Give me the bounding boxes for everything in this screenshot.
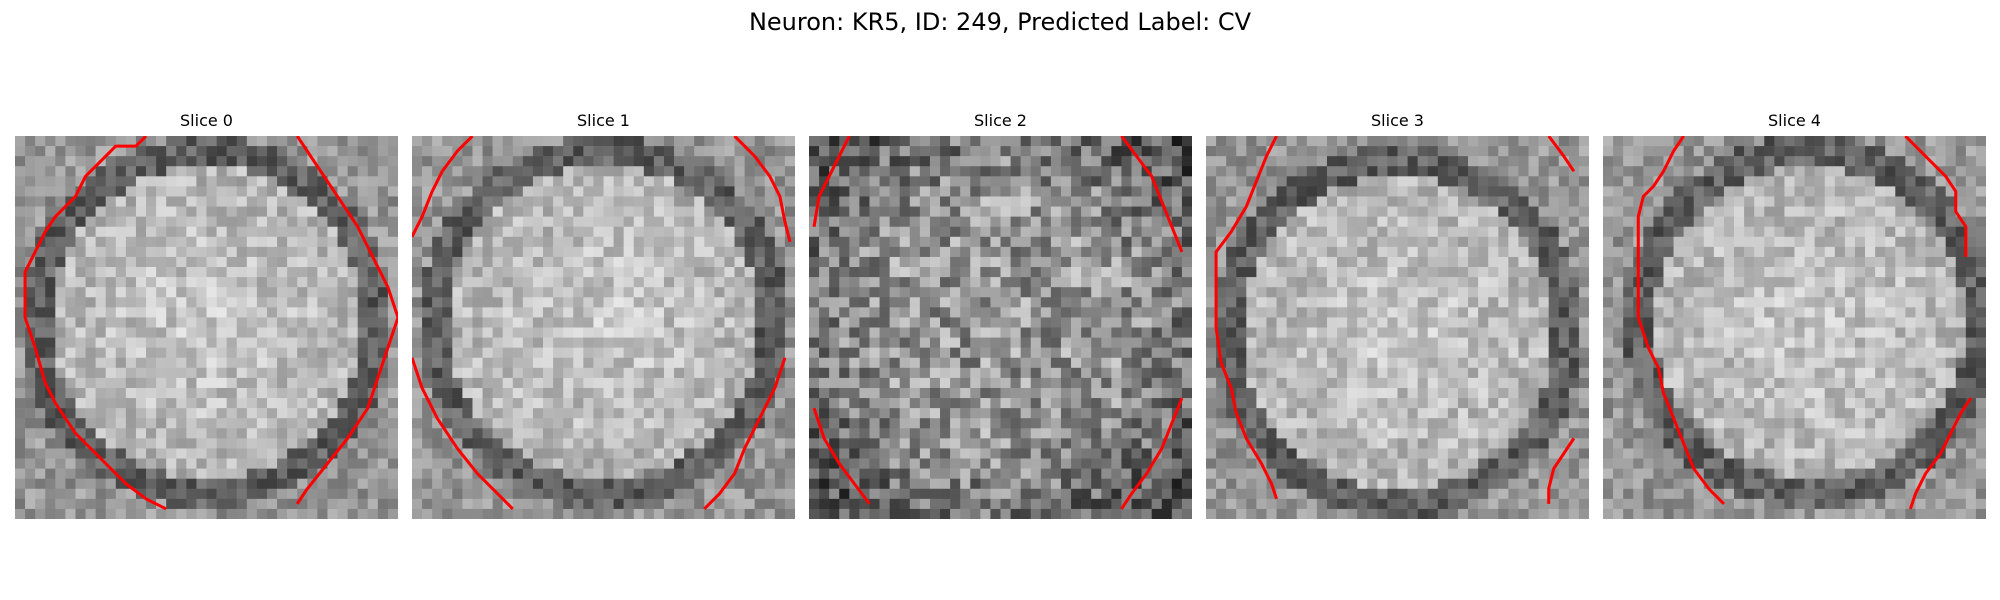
slice-panel-4: Slice 4	[1603, 108, 1986, 519]
contour-line-1	[1904, 136, 1968, 257]
slice-image-0	[15, 136, 398, 519]
slice-panel-2: Slice 2	[809, 108, 1192, 519]
contour-line-1	[1547, 136, 1576, 173]
contour-line-2	[1120, 136, 1184, 253]
contour-line-3	[703, 357, 787, 510]
contour-line-2	[733, 136, 792, 243]
contour-line-2	[1547, 437, 1576, 504]
slice-title: Slice 3	[1371, 111, 1424, 130]
slice-title: Slice 1	[577, 111, 630, 130]
slice-panel-1: Slice 1	[412, 108, 795, 519]
contour-line-3	[1120, 397, 1184, 510]
figure-title: Neuron: KR5, ID: 249, Predicted Label: C…	[748, 8, 1252, 36]
contour-line-0	[1214, 136, 1278, 500]
contour-line-0	[1636, 136, 1726, 505]
contour-line-0	[412, 136, 474, 238]
slice-image-2	[809, 136, 1192, 519]
slice-title: Slice 2	[974, 111, 1027, 130]
slice-panel-0: Slice 0	[15, 108, 398, 519]
contour-line-0	[812, 136, 851, 227]
contour-line-0	[23, 136, 167, 511]
slice-image-4	[1603, 136, 1986, 519]
contour-line-1	[295, 136, 398, 505]
slice-title: Slice 4	[1768, 111, 1821, 130]
slice-image-1	[412, 136, 795, 519]
slice-image-3	[1206, 136, 1589, 519]
contour-line-1	[812, 407, 871, 505]
contour-line-1	[412, 357, 514, 510]
contour-line-2	[1908, 397, 1973, 510]
slice-panel-3: Slice 3	[1206, 108, 1589, 519]
slice-title: Slice 0	[180, 111, 233, 130]
